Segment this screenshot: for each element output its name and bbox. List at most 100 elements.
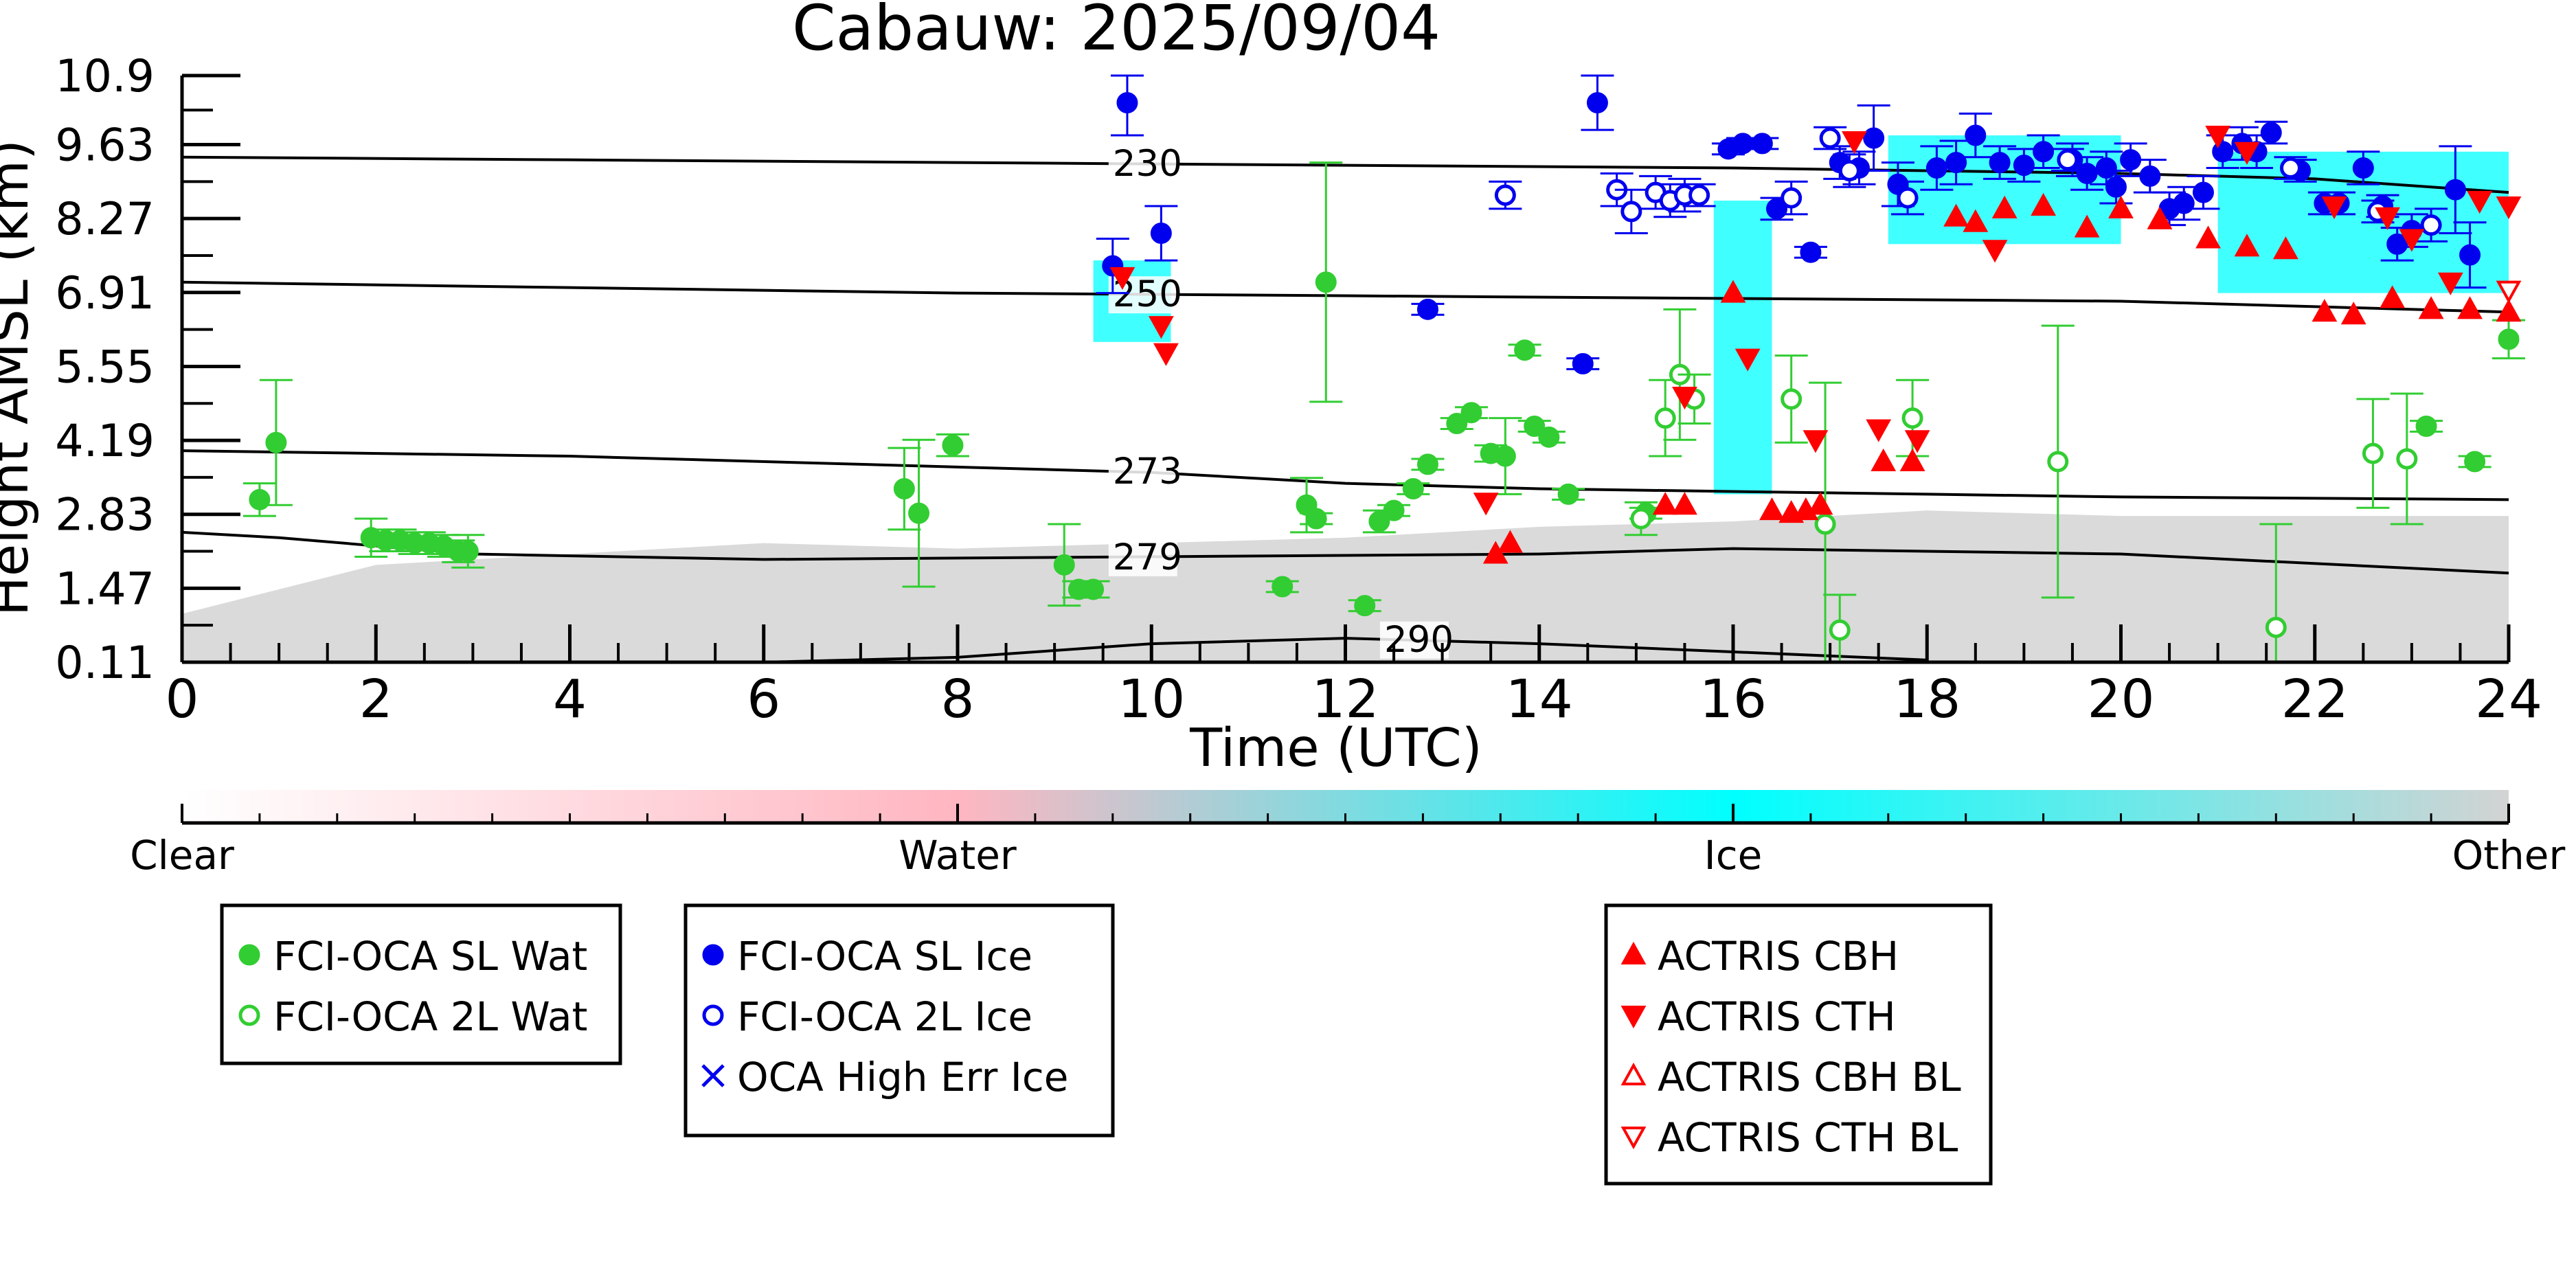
point-actris-cth	[1866, 419, 1892, 442]
point-fci-oca-sl-ice	[2260, 122, 2282, 144]
point-fci-oca-sl-ice	[1732, 133, 1754, 155]
legend-marker	[1620, 1127, 1647, 1150]
point-fci-oca-sl-wat	[2464, 451, 2486, 473]
point-actris-cth	[1735, 348, 1761, 372]
point-actris-cbh	[2340, 302, 2366, 325]
x-tick-label: 6	[747, 669, 780, 730]
point-fci-oca-sl-wat	[1354, 595, 1376, 617]
point-fci-oca-2l-ice	[2057, 149, 2079, 171]
x-tick-label: 0	[166, 669, 199, 730]
point-actris-cth	[2496, 196, 2522, 220]
point-fci-oca-2l-wat	[1829, 619, 1851, 641]
isotherm-line	[181, 449, 2509, 501]
point-fci-oca-sl-wat	[1460, 402, 1482, 424]
point-fci-oca-2l-wat	[2396, 448, 2418, 470]
point-actris-cth	[2234, 142, 2260, 165]
point-actris-cth	[2321, 196, 2347, 220]
legend-marker	[1620, 941, 1647, 964]
isotherm-label-bg	[1108, 146, 1177, 183]
point-actris-cbh	[2234, 234, 2260, 257]
point-fci-oca-2l-wat	[2362, 442, 2384, 464]
point-fci-oca-2l-ice	[1620, 201, 1642, 223]
x-tick-label: 22	[2281, 669, 2349, 730]
legend-box	[683, 903, 1115, 1138]
point-fci-oca-2l-ice	[1688, 184, 1710, 206]
x-tick-label: 24	[2475, 669, 2542, 730]
point-fci-oca-sl-ice	[1965, 124, 1987, 146]
point-fci-oca-sl-wat	[1305, 508, 1327, 530]
point-actris-cbh	[1482, 541, 1509, 564]
point-actris-cth	[1109, 267, 1136, 290]
legend-label: ACTRIS CTH BL	[1658, 1114, 1958, 1161]
point-fci-oca-2l-ice	[1781, 187, 1803, 209]
legend-label: ACTRIS CBH	[1658, 933, 1899, 980]
point-fci-oca-sl-wat	[2498, 328, 2520, 350]
y-tick-label: 9.63	[55, 120, 155, 172]
chart-title: Cabauw: 2025/09/04	[792, 0, 1440, 65]
point-actris-cbh	[2108, 195, 2134, 218]
point-actris-cth	[2399, 229, 2425, 252]
legend-marker	[702, 944, 724, 966]
point-actris-cbh	[1899, 448, 1925, 471]
point-actris-cbh	[2031, 192, 2056, 216]
y-tick-label: 1.47	[55, 563, 155, 615]
point-fci-oca-sl-ice	[1989, 152, 2011, 174]
isotherm-label: 279	[1113, 536, 1182, 578]
legend-label: FCI-OCA 2L Wat	[273, 993, 587, 1040]
colorbar-label: Clear	[130, 832, 234, 879]
point-fci-oca-2l-wat	[1901, 407, 1923, 429]
legend-marker	[1620, 1006, 1647, 1029]
isotherm-label: 273	[1113, 451, 1182, 493]
point-fci-oca-sl-ice	[1586, 92, 1608, 114]
y-axis-label: Height AMSL (km)	[0, 139, 41, 616]
point-actris-cth	[2467, 191, 2493, 214]
point-fci-oca-sl-ice	[2076, 162, 2098, 184]
point-actris-cth	[1148, 316, 1174, 339]
point-fci-oca-2l-wat	[1814, 513, 1836, 535]
point-fci-oca-sl-wat	[942, 434, 964, 456]
point-actris-cbh	[1943, 203, 1969, 227]
point-fci-oca-sl-wat	[249, 488, 271, 510]
colorbar-label: Ice	[1704, 832, 1763, 879]
point-actris-cth	[1473, 493, 1499, 516]
point-fci-oca-sl-wat	[1383, 499, 1405, 521]
point-fci-oca-sl-ice	[1800, 241, 1822, 263]
point-fci-oca-2l-wat	[2265, 616, 2287, 638]
legend-label: ACTRIS CBH BL	[1658, 1054, 1961, 1100]
colorbar-label: Other	[2452, 832, 2566, 879]
y-tick-label: 0.11	[55, 637, 155, 689]
colorbar: Clear Water Ice Other	[130, 790, 2565, 879]
point-actris-cth	[1672, 386, 1697, 410]
point-actris-cbh	[1991, 195, 2018, 218]
point-fci-oca-2l-wat	[1781, 388, 1803, 410]
point-actris-cbh	[1963, 209, 1989, 232]
point-fci-oca-sl-wat	[1557, 483, 1579, 505]
point-actris-cbh	[1759, 497, 1785, 521]
legend-label: ACTRIS CTH	[1658, 993, 1896, 1040]
colorbar-label: Water	[899, 832, 1017, 879]
point-fci-oca-sl-wat	[908, 502, 930, 524]
point-fci-oca-sl-ice	[1863, 127, 1885, 149]
x-tick-label: 18	[1893, 669, 1961, 730]
point-fci-oca-sl-ice	[2139, 165, 2161, 187]
legend-label: OCA High Err Ice	[737, 1054, 1068, 1100]
point-actris-cbh	[2147, 206, 2173, 229]
point-actris-cbh	[1672, 492, 1697, 515]
x-tick-label: 16	[1699, 669, 1767, 730]
legend-label: FCI-OCA SL Ice	[737, 933, 1032, 980]
legend: FCI-OCA SL Wat FCI-OCA 2L Wat FCI-OCA SL I…	[220, 903, 1993, 1186]
legend-marker	[702, 1004, 724, 1026]
y-tick-label: 5.55	[55, 341, 155, 393]
point-fci-oca-sl-wat	[1315, 271, 1337, 293]
y-tick-label: 4.19	[55, 416, 155, 467]
point-fci-oca-sl-ice	[1751, 133, 1773, 155]
x-tick-label: 8	[941, 669, 975, 730]
point-fci-oca-sl-ice	[2095, 157, 2117, 179]
point-actris-cbh	[1720, 280, 1746, 303]
legend-box	[1604, 903, 1993, 1186]
point-actris-cth	[1982, 240, 2008, 263]
point-actris-cth	[1842, 131, 1867, 155]
legend-marker	[238, 1004, 260, 1026]
